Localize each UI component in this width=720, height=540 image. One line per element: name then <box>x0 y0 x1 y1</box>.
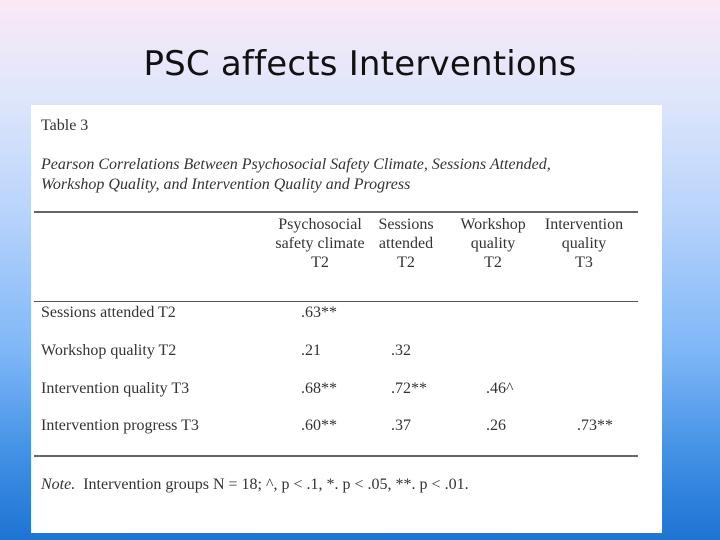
column-header-intervention-quality: Intervention quality T3 <box>544 216 624 271</box>
table-cell: .72** <box>391 380 427 397</box>
table-cell: .37 <box>391 417 411 434</box>
header-rule <box>34 301 638 302</box>
table-cell: .68** <box>301 380 337 397</box>
caption-line-2: Workshop Quality, and Intervention Quali… <box>41 176 411 193</box>
table-cell: .63** <box>301 304 337 321</box>
table-cell: .60** <box>301 417 337 434</box>
table-cell: .73** <box>577 417 613 434</box>
note-text: Intervention groups N = 18; ^, p < .1, *… <box>83 476 469 493</box>
table-caption: Pearson Correlations Between Psychosocia… <box>41 155 651 195</box>
table-cell: .21 <box>301 342 321 359</box>
row-label: Workshop quality T2 <box>41 342 177 359</box>
note-prefix: Note. <box>41 476 76 493</box>
top-rule <box>34 211 638 213</box>
table-cell: .26 <box>486 417 506 434</box>
table-cell: .32 <box>391 342 411 359</box>
table-image-panel: Table 3 Pearson Correlations Between Psy… <box>31 105 662 533</box>
table-cell: .46^ <box>486 380 514 397</box>
column-header-sessions: Sessions attended T2 <box>378 216 434 271</box>
table-note: Note. Intervention groups N = 18; ^, p <… <box>41 476 469 494</box>
row-label: Intervention progress T3 <box>41 417 199 434</box>
column-header-workshop: Workshop quality T2 <box>460 216 526 271</box>
caption-line-1: Pearson Correlations Between Psychosocia… <box>41 156 551 173</box>
bottom-rule <box>34 455 638 457</box>
table-label: Table 3 <box>41 117 89 134</box>
slide-title: PSC affects Interventions <box>143 44 577 84</box>
column-header-psc: Psychosocial safety climate T2 <box>275 216 365 271</box>
row-label: Intervention quality T3 <box>41 380 190 397</box>
row-label: Sessions attended T2 <box>41 304 176 321</box>
